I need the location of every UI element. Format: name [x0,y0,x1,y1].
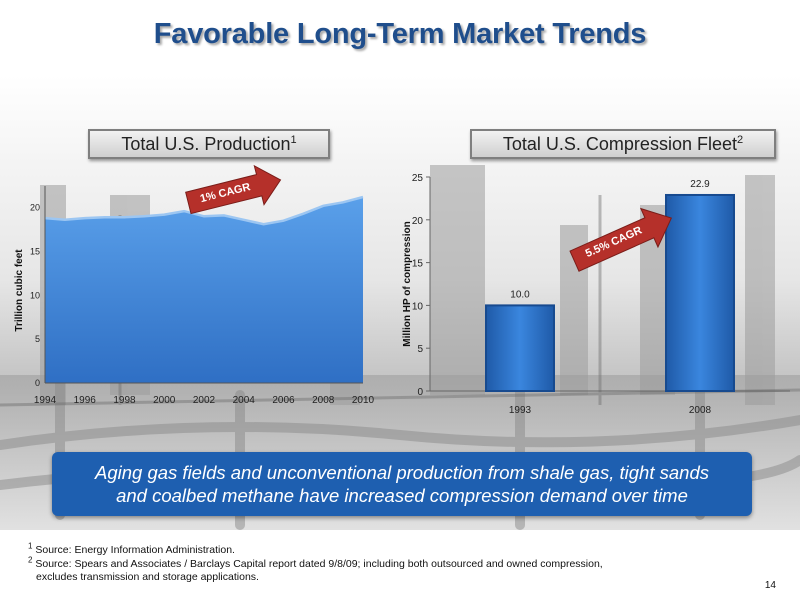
production-y-tick-label: 0 [35,378,40,388]
compression-bar-value-label: 10.0 [510,289,530,300]
footnote-2: 2 Source: Spears and Associates / Barcla… [28,555,603,572]
compression-y-tick-label: 5 [417,344,423,355]
banner-line-2: and coalbed methane have increased compr… [116,485,688,506]
production-chart-title-text: Total U.S. Production [121,134,291,154]
compression-y-tick-label: 0 [417,387,423,398]
compression-y-tick-label: 25 [412,173,424,184]
production-x-tick-label: 2002 [193,395,216,406]
production-chart-title: Total U.S. Production1 [88,129,330,159]
slide-title: Favorable Long-Term Market Trends [153,18,647,50]
production-x-tick-label: 2010 [352,395,375,406]
production-chart-title-footnote-mark: 1 [290,134,297,146]
compression-bar-value-label: 22.9 [690,179,710,190]
footnote-2-mark: 2 [28,555,33,564]
production-y-tick-label: 20 [30,203,40,213]
footnotes: 1 Source: Energy Information Administrat… [28,541,603,585]
compression-bar [485,304,555,392]
production-y-tick-label: 5 [35,334,40,344]
key-message-banner: Aging gas fields and unconventional prod… [52,452,752,516]
production-cagr-arrow [185,164,282,215]
production-y-tick-label: 10 [30,290,40,300]
banner-line-1: Aging gas fields and unconventional prod… [95,462,709,483]
page-number: 14 [764,580,776,591]
production-x-tick-label: 2004 [233,395,256,406]
footnote-2-continued: excludes transmission and storage applic… [36,571,259,583]
production-area-fill [45,197,363,383]
production-x-tick-label: 1996 [74,395,97,406]
footnote-1-text: Source: Energy Information Administratio… [35,544,235,556]
production-x-tick-label: 2000 [153,395,176,406]
compression-chart-title: Total U.S. Compression Fleet2 [470,129,776,159]
compression-chart-title-text: Total U.S. Compression Fleet [502,134,737,154]
compression-y-tick-label: 10 [412,301,424,312]
production-area-line [44,195,364,226]
compression-bar [665,193,735,392]
production-y-tick-label: 15 [30,246,40,256]
production-x-tick-label: 1998 [113,395,136,406]
compression-x-tick-label: 1993 [509,405,532,416]
production-x-tick-label: 1994 [34,395,57,406]
footnote-1-mark: 1 [28,541,33,551]
compression-y-tick-label: 15 [412,259,424,270]
compression-y-axis-label: Million HP of compression [402,221,413,346]
compression-y-tick-label: 20 [412,216,424,227]
production-x-tick-label: 2006 [272,395,295,406]
compression-x-tick-label: 2008 [689,405,712,416]
footnote-1: 1 Source: Energy Information Administrat… [28,541,603,558]
compression-cagr-arrow [569,207,673,272]
compression-chart-title-footnote-mark: 2 [736,134,744,146]
production-y-axis-label: Trillion cubic feet [14,249,25,332]
footnote-2-text: Source: Spears and Associates / Barclays… [35,557,603,570]
production-x-tick-label: 2008 [312,395,335,406]
